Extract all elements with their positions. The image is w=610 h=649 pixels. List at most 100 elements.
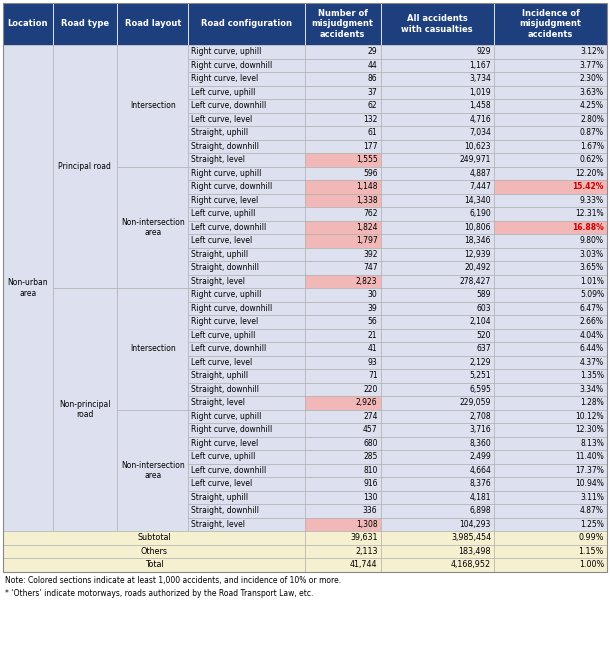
Bar [188,504,305,517]
Bar [188,45,305,58]
Bar [381,99,494,112]
Bar [305,382,381,396]
Text: Incidence of
misjudgment
accidents: Incidence of misjudgment accidents [520,9,581,39]
Bar [494,504,607,517]
Text: 596: 596 [363,169,378,178]
Bar [188,234,305,247]
Text: Right curve, downhill: Right curve, downhill [192,304,273,313]
Text: 18,346: 18,346 [465,236,491,245]
Text: Left curve, downhill: Left curve, downhill [192,223,267,232]
Bar [305,234,381,247]
Text: Straight, uphill: Straight, uphill [192,250,248,259]
Text: Number of
misjudgment
accidents: Number of misjudgment accidents [312,9,374,39]
Text: 2,104: 2,104 [470,317,491,326]
Text: 637: 637 [476,344,491,353]
Text: Straight, level: Straight, level [192,520,245,529]
Bar [52,3,117,45]
Text: 278,427: 278,427 [460,276,491,286]
Bar [188,491,305,504]
Text: 603: 603 [476,304,491,313]
Bar [494,153,607,167]
Text: Straight, downhill: Straight, downhill [192,506,259,515]
Bar [188,221,305,234]
Bar [381,302,494,315]
Bar [494,261,607,275]
Bar [3,3,607,572]
Text: 4.25%: 4.25% [580,101,604,110]
Bar [188,315,305,328]
Text: Note: Colored sections indicate at least 1,000 accidents, and incidence of 10% o: Note: Colored sections indicate at least… [5,576,341,585]
Bar [188,167,305,180]
Text: 7,034: 7,034 [469,129,491,137]
Bar [188,450,305,463]
Text: 1,308: 1,308 [356,520,378,529]
Bar [494,396,607,410]
Text: Non-urban
area: Non-urban area [7,278,48,298]
Bar [188,140,305,153]
Bar [188,463,305,477]
Text: 1,019: 1,019 [470,88,491,97]
Text: Road type: Road type [61,19,109,29]
Text: Straight, uphill: Straight, uphill [192,129,248,137]
Bar [305,247,381,261]
Text: 1.28%: 1.28% [580,398,604,408]
Text: Left curve, downhill: Left curve, downhill [192,101,267,110]
Text: 4,887: 4,887 [470,169,491,178]
Text: 10,806: 10,806 [465,223,491,232]
Text: 1.00%: 1.00% [579,560,604,569]
Bar [305,477,381,491]
Text: 62: 62 [368,101,378,110]
Text: 680: 680 [363,439,378,448]
Bar [494,167,607,180]
Bar [494,126,607,140]
Bar [381,396,494,410]
Bar [305,99,381,112]
Text: Straight, level: Straight, level [192,276,245,286]
Bar [494,477,607,491]
Text: 2,113: 2,113 [355,546,378,556]
Text: 3.11%: 3.11% [580,493,604,502]
Text: 61: 61 [368,129,378,137]
Bar [381,45,494,58]
Text: 220: 220 [363,385,378,394]
Text: Location: Location [7,19,48,29]
Bar [305,504,381,517]
Bar [494,221,607,234]
Bar [494,315,607,328]
Text: Left curve, uphill: Left curve, uphill [192,452,256,461]
Bar [305,58,381,72]
Bar [381,247,494,261]
Bar [188,342,305,356]
Text: 6.47%: 6.47% [580,304,604,313]
Bar [3,545,305,558]
Text: 30: 30 [368,290,378,299]
Text: 916: 916 [363,479,378,488]
Bar [188,328,305,342]
Text: Left curve, level: Left curve, level [192,479,253,488]
Bar [381,112,494,126]
Bar [188,275,305,288]
Bar [381,221,494,234]
Bar [381,86,494,99]
Bar [305,153,381,167]
Bar [494,463,607,477]
Text: Straight, uphill: Straight, uphill [192,493,248,502]
Text: 520: 520 [476,331,491,339]
Text: 71: 71 [368,371,378,380]
Bar [117,167,188,288]
Text: 11.40%: 11.40% [575,452,604,461]
Bar [381,315,494,328]
Text: Straight, uphill: Straight, uphill [192,371,248,380]
Text: Straight, level: Straight, level [192,398,245,408]
Text: 16.88%: 16.88% [572,223,604,232]
Text: Right curve, level: Right curve, level [192,439,259,448]
Bar [381,369,494,382]
Bar [305,302,381,315]
Bar [3,558,305,572]
Text: 9.80%: 9.80% [580,236,604,245]
Bar [3,531,305,545]
Bar [117,3,188,45]
Text: Right curve, downhill: Right curve, downhill [192,425,273,434]
Bar [305,112,381,126]
Text: Right curve, downhill: Right curve, downhill [192,182,273,191]
